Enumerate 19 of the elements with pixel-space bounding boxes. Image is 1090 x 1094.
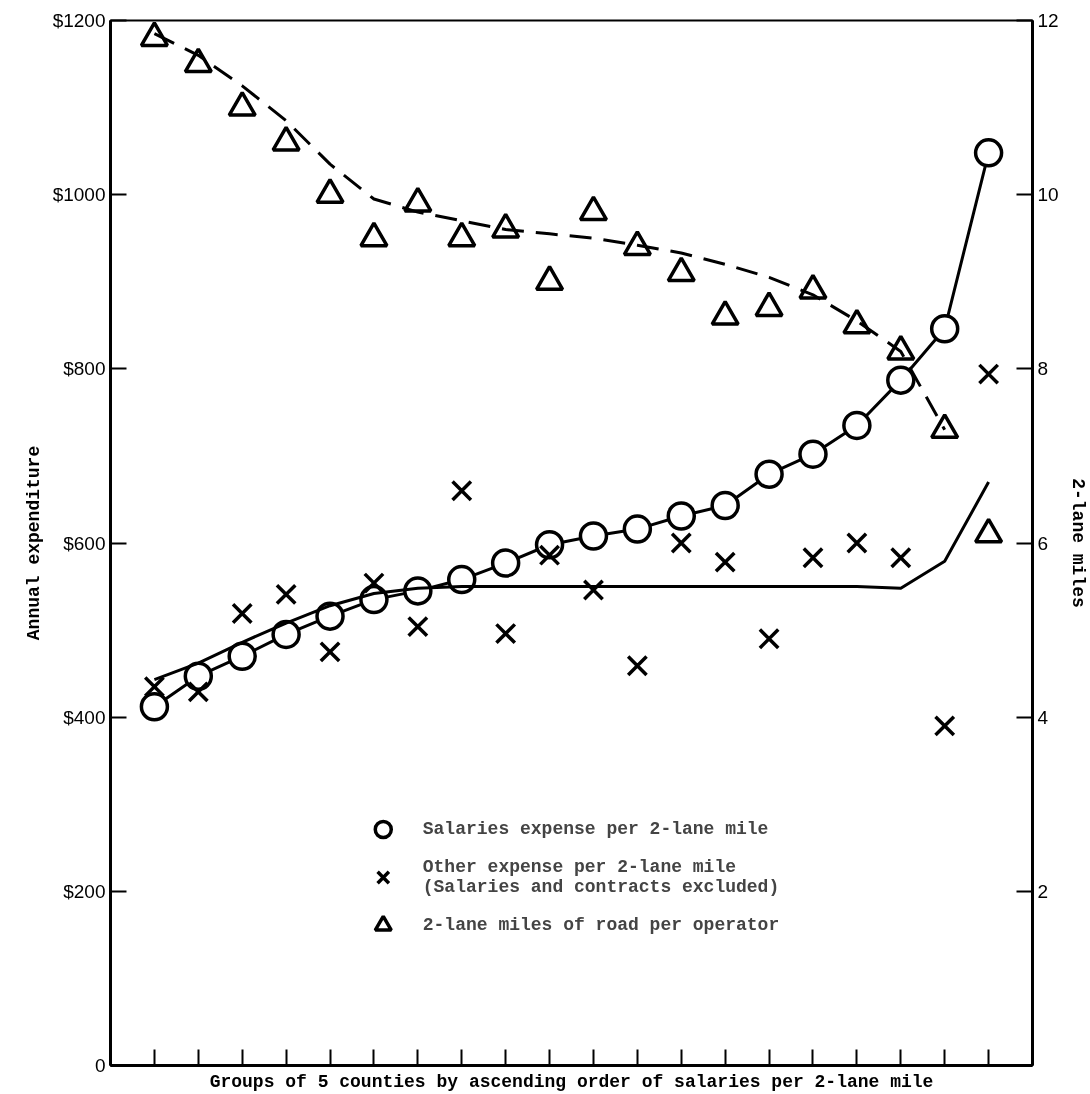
y2-tick-label: 10 — [1037, 184, 1059, 206]
y-tick-label: $600 — [63, 532, 106, 554]
y2-tick-label: 12 — [1037, 10, 1059, 31]
y2-tick-label: 8 — [1037, 358, 1049, 380]
legend-label: Other expense per 2-lane mile (Salaries and contracts excluded) — [422, 857, 780, 897]
y-tick-label: $1200 — [52, 10, 106, 31]
legend-label: 2-lane miles of road per operator — [422, 915, 780, 935]
y-tick-label: $400 — [63, 706, 106, 728]
y2-tick-label: 6 — [1037, 532, 1049, 554]
y-axis-title: Annual expenditure — [23, 445, 44, 641]
y2-tick-label: 4 — [1037, 706, 1049, 728]
y-tick-label: $200 — [63, 880, 106, 902]
x-axis-title: Groups of 5 counties by ascending order of salaries per 2-lane mile — [209, 1071, 934, 1092]
y2-axis-title: 2-lane miles — [1067, 478, 1088, 608]
y2-tick-label: 2 — [1037, 880, 1049, 902]
y-tick-label: $800 — [63, 358, 106, 380]
y-tick-label: $1000 — [52, 184, 106, 206]
y-tick-label: 0 — [94, 1055, 106, 1076]
legend-label: Salaries expense per 2-lane mile — [422, 819, 769, 839]
